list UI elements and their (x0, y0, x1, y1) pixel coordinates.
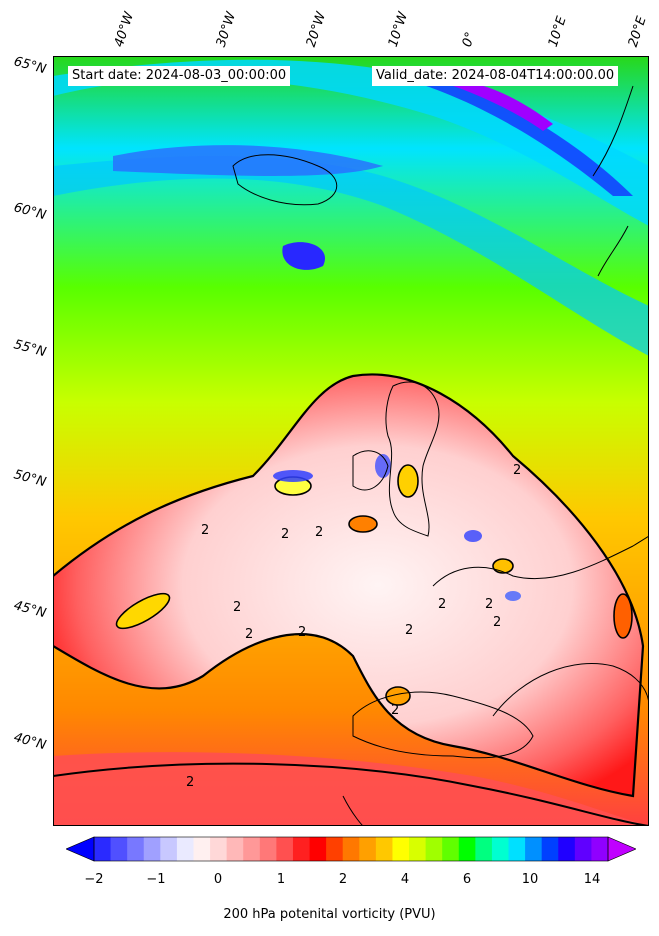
lon-label-40w: 40°W (111, 10, 138, 49)
contour-label: 2 (315, 525, 323, 540)
colorbar-cell (458, 837, 476, 861)
colorbar-cell (94, 837, 112, 861)
colorbar-extend-min (66, 836, 95, 862)
map-frame (53, 56, 649, 826)
colorbar-cell (226, 837, 244, 861)
colorbar-cell (359, 837, 377, 861)
high-pv-blob (282, 242, 325, 270)
colorbar-cell (210, 837, 228, 861)
high-pv-streak-violet (453, 81, 553, 131)
colorbar-cell (442, 837, 460, 861)
colorbar-label: 200 hPa potenital vorticity (PVU) (223, 907, 436, 922)
valid-date-label: Valid_date: 2024-08-04T14:00:00.00 (372, 66, 619, 86)
colorbar-cell (342, 837, 360, 861)
colorbar-cell (326, 837, 344, 861)
lon-label-10w: 10°W (385, 10, 412, 49)
colorbar-cells (94, 837, 609, 861)
colorbar-cell (425, 837, 443, 861)
colorbar-cell (574, 837, 592, 861)
colorbar-cell (160, 837, 178, 861)
colorbar-cell (541, 837, 559, 861)
contour-label: 2 (485, 597, 493, 612)
colorbar-tick: 4 (400, 872, 410, 887)
lat-label-40n: 40°N (12, 730, 48, 754)
contour-label: 2 (298, 625, 306, 640)
pv-2-contour-south (53, 762, 649, 826)
contour-label: 2 (405, 623, 413, 638)
colorbar-cell (591, 837, 609, 861)
trough-low-pv (53, 374, 643, 796)
contour-label: 2 (245, 627, 253, 642)
contour-label: 2 (186, 775, 194, 790)
colorbar-cell (127, 837, 145, 861)
contour-label: 2 (493, 615, 501, 630)
low-pv-band-south (53, 752, 649, 826)
colorbar-cell (409, 837, 427, 861)
lat-label-45n: 45°N (12, 598, 48, 622)
colorbar-extend-max (607, 836, 636, 862)
contour-label: 2 (281, 527, 289, 542)
lon-label-20w: 20°W (303, 10, 330, 49)
jet-band-cyan-south (53, 156, 649, 356)
pv-map: 2 2 2 2 2 2 2 2 2 2 2 2 2 (53, 56, 649, 826)
contour-label: 2 (513, 463, 521, 478)
colorbar-cell (110, 837, 128, 861)
lat-label-55n: 55°N (12, 337, 48, 361)
colorbar-cell (508, 837, 526, 861)
colorbar-tick: 10 (521, 872, 539, 887)
coastlines (232, 85, 649, 826)
colorbar-cell (143, 837, 161, 861)
pv-blobs (115, 454, 633, 706)
colorbar-cell (375, 837, 393, 861)
colorbar-cell (193, 837, 211, 861)
lat-label-50n: 50°N (12, 467, 48, 491)
colorbar-cell (558, 837, 576, 861)
colorbar-cell (475, 837, 493, 861)
colorbar-cell (525, 837, 543, 861)
lon-label-20e: 20°E (625, 14, 650, 50)
contour-label: 2 (438, 597, 446, 612)
colorbar-tick: 1 (276, 872, 286, 887)
colorbar-tick: 0 (213, 872, 223, 887)
colorbar-tick: −2 (84, 872, 104, 887)
colorbar-tick: 6 (462, 872, 472, 887)
contour-labels: 2 2 2 2 2 2 2 2 2 2 2 2 2 (186, 463, 521, 790)
contour-label: 2 (233, 600, 241, 615)
colorbar-frame (93, 836, 609, 862)
colorbar-cell (491, 837, 510, 861)
colorbar-cell (243, 837, 261, 861)
contour-label: 2 (201, 523, 209, 538)
lon-label-30w: 30°W (213, 10, 240, 49)
colorbar-tick: 2 (338, 872, 348, 887)
map-panel: 2 2 2 2 2 2 2 2 2 2 2 2 2 (53, 56, 649, 826)
lon-label-0: 0° (459, 30, 479, 49)
pv-2-contour (53, 373, 645, 798)
start-date-label: Start date: 2024-08-03_00:00:00 (68, 66, 291, 86)
lat-label-60n: 60°N (12, 200, 48, 224)
colorbar-tick: −1 (146, 872, 166, 887)
high-pv-streak (393, 66, 633, 196)
colorbar (66, 836, 636, 862)
colorbar-cell (292, 837, 311, 861)
colorbar-cell (309, 837, 327, 861)
colorbar-cell (392, 837, 410, 861)
colorbar-tick: 14 (583, 872, 601, 887)
lat-label-65n: 65°N (12, 54, 48, 78)
colorbar-cell (176, 837, 194, 861)
contour-label: 2 (391, 703, 399, 718)
high-pv-band-blue (113, 145, 383, 176)
lon-label-10e: 10°E (545, 14, 570, 50)
colorbar-cell (259, 837, 277, 861)
colorbar-cell (276, 837, 294, 861)
